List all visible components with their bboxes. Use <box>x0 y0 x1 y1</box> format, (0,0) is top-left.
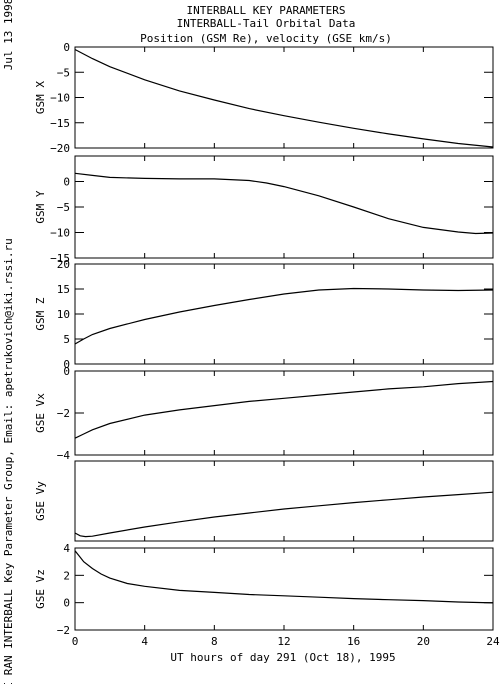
y-axis-label: GSE Vx <box>34 393 47 433</box>
date-stamp: Jul 13 1998 <box>2 0 15 70</box>
panel-frame <box>74 155 494 259</box>
credit-text: IKI RAN INTERBALL Key Parameter Group, E… <box>2 238 15 684</box>
x-tick-label: 8 <box>211 635 218 648</box>
y-tick-label: 20 <box>57 258 70 271</box>
series-line <box>74 48 494 148</box>
panel-frame <box>74 460 494 542</box>
y-axis-label: GSE Vz <box>34 569 47 609</box>
y-tick-label: 2 <box>63 569 70 582</box>
series-line <box>74 550 494 604</box>
panel-frame <box>74 46 494 149</box>
y-axis-label: GSE Vy <box>34 481 47 521</box>
panel-frame <box>74 263 494 365</box>
series-line <box>74 172 494 235</box>
chart-subtitle: INTERBALL-Tail Orbital Data <box>177 17 356 30</box>
y-tick-label: −2 <box>57 624 70 637</box>
y-tick-label: −4 <box>57 449 71 462</box>
y-tick-label: 0 <box>63 597 70 610</box>
series-line <box>74 491 494 538</box>
panel-frame <box>74 547 494 631</box>
y-tick-label: −15 <box>50 117 70 130</box>
y-axis-label: GSM Y <box>34 190 47 223</box>
y-tick-label: −10 <box>50 92 70 105</box>
chart-units-line: Position (GSM Re), velocity (GSE km/s) <box>140 32 392 45</box>
y-tick-label: −20 <box>50 142 70 155</box>
chart-title: INTERBALL KEY PARAMETERS <box>187 4 346 17</box>
y-axis-label: GSM X <box>34 81 47 114</box>
y-tick-label: −5 <box>57 201 70 214</box>
y-tick-label: 15 <box>57 283 70 296</box>
y-tick-label: 0 <box>63 176 70 189</box>
y-tick-label: 5 <box>63 333 70 346</box>
y-tick-label: 0 <box>63 41 70 54</box>
panel-frame <box>74 370 494 456</box>
y-tick-label: 4 <box>63 542 70 555</box>
series-line <box>74 380 494 439</box>
series-line <box>74 287 494 345</box>
y-axis-label: GSM Z <box>34 297 47 330</box>
y-tick-label: −5 <box>57 66 70 79</box>
y-tick-label: −2 <box>57 407 70 420</box>
y-tick-label: 10 <box>57 308 70 321</box>
y-tick-label: 0 <box>63 358 70 371</box>
x-tick-label: 12 <box>277 635 290 648</box>
y-tick-label: −15 <box>50 252 70 265</box>
x-axis-label: UT hours of day 291 (Oct 18), 1995 <box>170 651 395 664</box>
x-tick-label: 16 <box>347 635 360 648</box>
x-tick-label: 0 <box>72 635 79 648</box>
y-tick-label: 0 <box>63 365 70 378</box>
x-tick-label: 20 <box>417 635 430 648</box>
x-tick-label: 24 <box>486 635 500 648</box>
y-tick-label: −10 <box>50 227 70 240</box>
x-tick-label: 4 <box>141 635 148 648</box>
